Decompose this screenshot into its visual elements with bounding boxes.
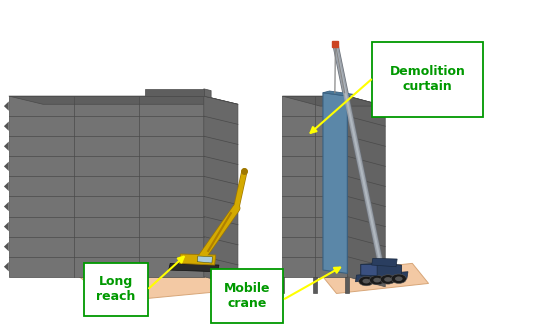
Polygon shape — [280, 277, 285, 293]
Polygon shape — [323, 91, 354, 96]
Polygon shape — [348, 96, 385, 287]
Polygon shape — [4, 162, 9, 171]
Polygon shape — [282, 96, 385, 106]
Text: Mobile
crane: Mobile crane — [224, 282, 270, 310]
FancyBboxPatch shape — [84, 263, 148, 316]
Circle shape — [395, 277, 402, 281]
Polygon shape — [9, 96, 238, 104]
Polygon shape — [4, 182, 9, 191]
Polygon shape — [320, 263, 428, 293]
Text: Demolition
curtain: Demolition curtain — [389, 65, 465, 93]
Text: Long
reach: Long reach — [96, 275, 135, 303]
Polygon shape — [4, 101, 9, 111]
Polygon shape — [79, 263, 252, 302]
Circle shape — [359, 277, 374, 286]
Polygon shape — [356, 272, 408, 282]
Polygon shape — [204, 89, 211, 98]
Polygon shape — [204, 96, 238, 285]
Circle shape — [391, 274, 406, 284]
Polygon shape — [4, 141, 9, 151]
Polygon shape — [4, 242, 9, 251]
Polygon shape — [372, 258, 397, 267]
FancyBboxPatch shape — [211, 269, 283, 323]
Polygon shape — [361, 264, 377, 276]
FancyBboxPatch shape — [372, 42, 483, 117]
Circle shape — [384, 277, 392, 282]
Circle shape — [380, 275, 395, 284]
Polygon shape — [146, 89, 204, 96]
Polygon shape — [323, 93, 348, 274]
Polygon shape — [9, 96, 204, 277]
Polygon shape — [345, 277, 350, 293]
Circle shape — [363, 279, 370, 284]
Polygon shape — [4, 202, 9, 211]
Polygon shape — [313, 277, 317, 293]
Circle shape — [374, 278, 381, 283]
Polygon shape — [4, 122, 9, 131]
Polygon shape — [179, 254, 216, 265]
Polygon shape — [361, 263, 401, 279]
Polygon shape — [4, 262, 9, 271]
Polygon shape — [282, 96, 348, 277]
Polygon shape — [168, 263, 219, 272]
Polygon shape — [4, 222, 9, 231]
Circle shape — [370, 276, 384, 285]
Polygon shape — [197, 256, 212, 263]
